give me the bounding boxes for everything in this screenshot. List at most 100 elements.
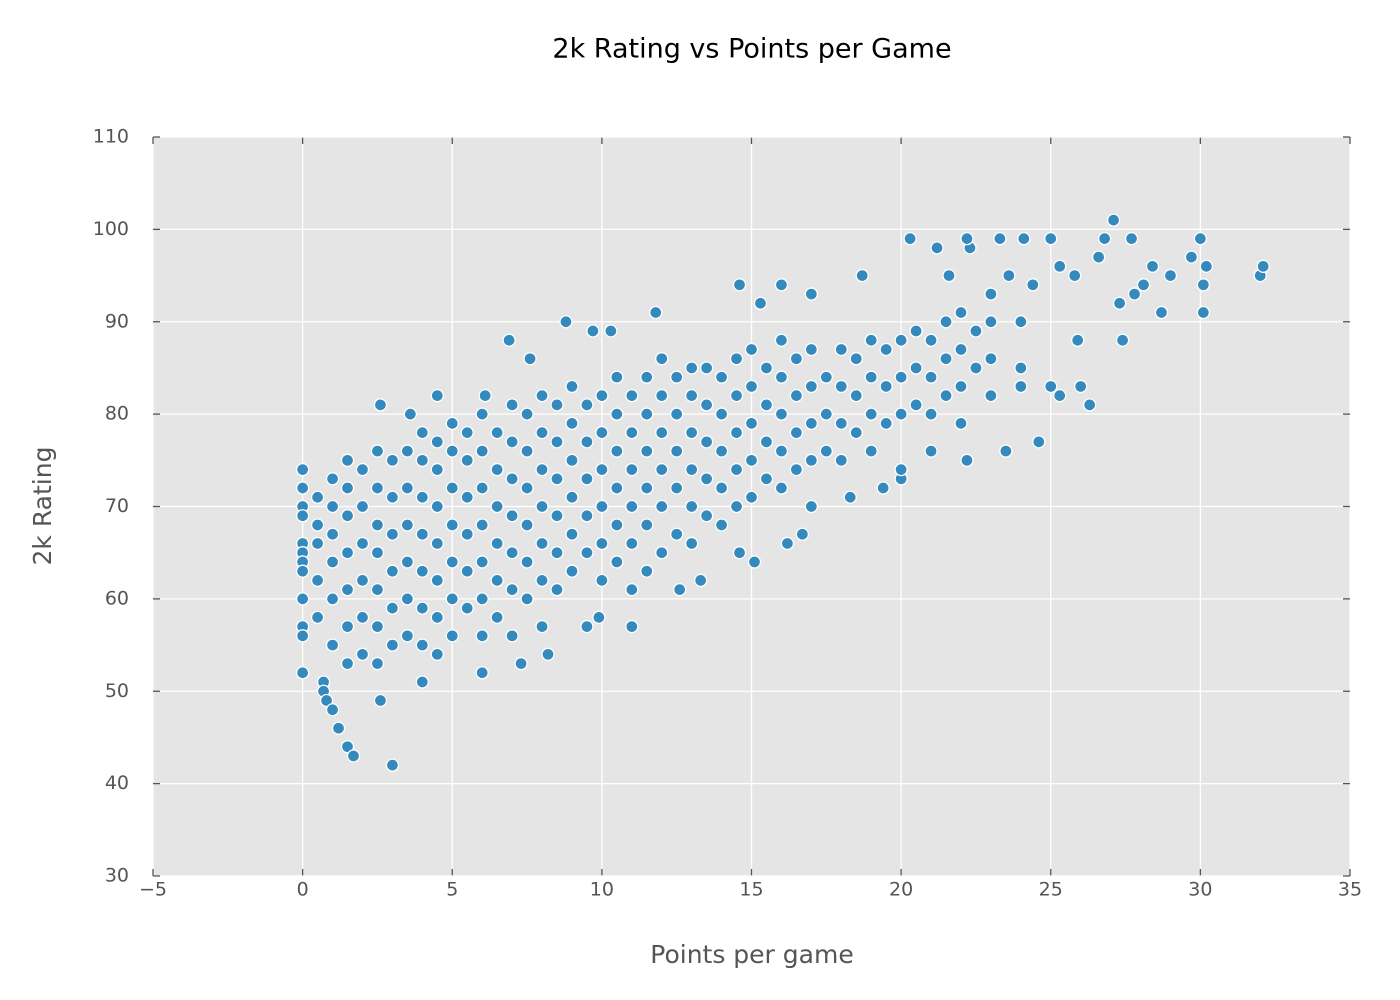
- point: [310, 610, 325, 624]
- point: [535, 573, 549, 588]
- point: [804, 287, 818, 301]
- point: [1256, 259, 1270, 273]
- point: [1196, 305, 1211, 320]
- x-axis-label: Points per game: [650, 940, 853, 969]
- x-tick-label: 5: [446, 879, 458, 901]
- point: [655, 425, 669, 440]
- point: [520, 407, 534, 421]
- point: [993, 231, 1007, 246]
- point: [295, 509, 310, 523]
- point: [1136, 278, 1151, 292]
- point: [1053, 388, 1067, 403]
- point: [415, 675, 429, 689]
- point: [505, 472, 519, 486]
- point: [714, 407, 729, 421]
- point: [864, 333, 878, 347]
- point: [849, 425, 863, 440]
- point: [430, 435, 444, 449]
- point: [490, 536, 504, 551]
- point: [580, 509, 594, 523]
- point: [640, 370, 654, 384]
- point: [370, 619, 385, 634]
- point: [445, 444, 459, 458]
- point: [640, 444, 654, 458]
- y-tick-label: 40: [105, 772, 129, 794]
- point: [370, 518, 385, 532]
- point: [610, 370, 624, 384]
- point: [535, 536, 549, 551]
- point: [505, 582, 519, 597]
- point: [649, 305, 663, 320]
- point: [340, 740, 355, 754]
- point: [595, 388, 609, 403]
- point: [909, 324, 923, 338]
- point: [340, 546, 355, 560]
- point: [640, 407, 654, 421]
- point: [430, 536, 444, 551]
- point: [954, 305, 968, 320]
- point: [729, 499, 744, 514]
- point: [924, 370, 938, 384]
- point: [1097, 231, 1112, 246]
- point: [373, 398, 388, 412]
- x-tick-label: 20: [889, 879, 913, 901]
- point: [855, 268, 869, 283]
- point: [1184, 250, 1199, 264]
- point: [385, 527, 400, 541]
- point: [864, 407, 878, 421]
- point: [460, 564, 474, 578]
- point: [744, 342, 759, 357]
- point: [310, 518, 325, 532]
- point: [346, 749, 361, 763]
- point: [774, 333, 789, 347]
- point: [325, 703, 340, 717]
- point: [430, 573, 444, 588]
- point: [445, 629, 459, 643]
- point: [565, 527, 579, 541]
- point: [924, 333, 938, 347]
- point: [804, 416, 818, 431]
- point: [295, 592, 310, 606]
- point: [625, 462, 639, 477]
- point: [714, 518, 729, 532]
- point: [744, 453, 759, 467]
- point: [319, 693, 334, 708]
- point: [385, 564, 400, 578]
- point: [400, 481, 415, 495]
- point: [520, 481, 534, 495]
- point: [310, 536, 325, 551]
- point: [355, 647, 370, 661]
- point: [325, 555, 340, 569]
- point: [385, 490, 400, 504]
- point: [843, 490, 857, 504]
- y-tick-label: 30: [105, 865, 129, 887]
- point: [670, 407, 684, 421]
- point: [939, 315, 953, 329]
- point: [1044, 379, 1058, 394]
- point: [475, 518, 489, 532]
- point: [819, 370, 833, 384]
- point: [804, 453, 818, 467]
- point: [984, 315, 998, 329]
- point: [295, 564, 310, 578]
- point: [310, 573, 325, 588]
- point: [670, 444, 684, 458]
- point: [744, 490, 759, 504]
- point: [864, 370, 878, 384]
- point: [475, 666, 489, 680]
- point: [625, 619, 639, 634]
- point: [430, 388, 444, 403]
- point: [1071, 333, 1085, 347]
- y-tick-label: 110: [93, 126, 129, 148]
- point: [804, 499, 818, 514]
- point: [999, 444, 1013, 458]
- point: [1163, 268, 1178, 283]
- point: [490, 462, 504, 477]
- point: [565, 490, 579, 504]
- point: [325, 527, 340, 541]
- x-tick-label: 25: [1039, 879, 1063, 901]
- point: [1074, 379, 1088, 394]
- point: [789, 462, 804, 477]
- point: [909, 398, 923, 412]
- point: [685, 361, 699, 375]
